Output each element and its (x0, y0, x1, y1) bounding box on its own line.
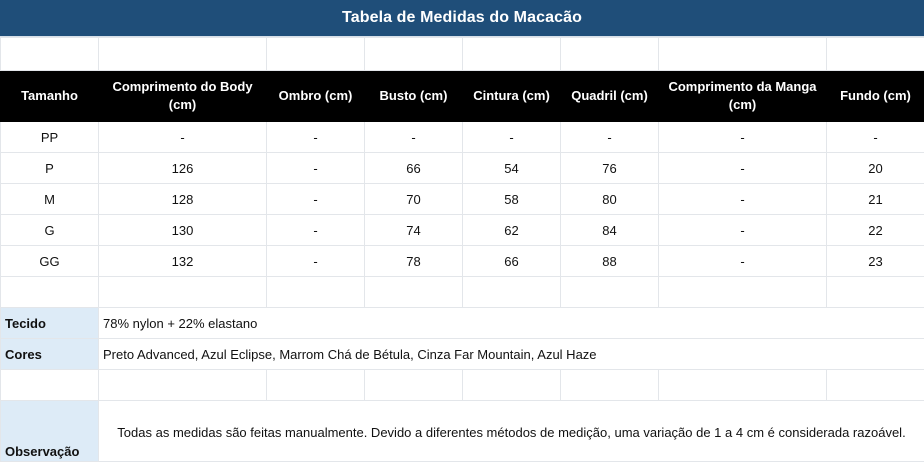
waist-cell: 58 (462, 183, 561, 215)
colors-row: Cores Preto Advanced, Azul Eclipse, Marr… (0, 338, 924, 370)
colors-value: Preto Advanced, Azul Eclipse, Marrom Chá… (98, 338, 924, 370)
waist-cell: 62 (462, 214, 561, 246)
colors-label: Cores (0, 338, 99, 370)
bottom-cell: 23 (826, 245, 924, 277)
header-shoulder: Ombro (cm) (266, 70, 365, 122)
hip-cell: - (560, 121, 659, 153)
size-cell: G (0, 214, 99, 246)
size-table: Tamanho Comprimento do Body (cm) Ombro (… (0, 37, 924, 462)
header-body-length: Comprimento do Body (cm) (98, 70, 267, 122)
sleeve-length-cell: - (658, 214, 827, 246)
header-sleeve-length: Comprimento da Manga (cm) (658, 70, 827, 122)
note-label: Observação (0, 400, 99, 462)
note-text: Todas as medidas são feitas manualmente.… (98, 400, 924, 462)
size-cell: P (0, 152, 99, 184)
table-row: GG 132 - 78 66 88 - 23 (0, 245, 924, 277)
sleeve-length-cell: - (658, 183, 827, 215)
shoulder-cell: - (266, 152, 365, 184)
note-row: Observação Todas as medidas são feitas m… (0, 400, 924, 462)
fabric-label: Tecido (0, 307, 99, 339)
fabric-value: 78% nylon + 22% elastano (98, 307, 924, 339)
header-bust: Busto (cm) (364, 70, 463, 122)
body-length-cell: 126 (98, 152, 267, 184)
table-row: G 130 - 74 62 84 - 22 (0, 214, 924, 246)
size-cell: PP (0, 121, 99, 153)
hip-cell: 84 (560, 214, 659, 246)
table-row: M 128 - 70 58 80 - 21 (0, 183, 924, 215)
shoulder-cell: - (266, 121, 365, 153)
bottom-cell: 20 (826, 152, 924, 184)
hip-cell: 88 (560, 245, 659, 277)
header-bottom: Fundo (cm) (826, 70, 924, 122)
hip-cell: 80 (560, 183, 659, 215)
body-length-cell: 132 (98, 245, 267, 277)
sleeve-length-cell: - (658, 152, 827, 184)
bottom-cell: 21 (826, 183, 924, 215)
fabric-row: Tecido 78% nylon + 22% elastano (0, 307, 924, 339)
hip-cell: 76 (560, 152, 659, 184)
header-row: Tamanho Comprimento do Body (cm) Ombro (… (0, 70, 924, 122)
size-cell: GG (0, 245, 99, 277)
header-size: Tamanho (0, 70, 99, 122)
sleeve-length-cell: - (658, 121, 827, 153)
header-waist: Cintura (cm) (462, 70, 561, 122)
bottom-cell: 22 (826, 214, 924, 246)
shoulder-cell: - (266, 245, 365, 277)
waist-cell: 66 (462, 245, 561, 277)
bottom-cell: - (826, 121, 924, 153)
sleeve-length-cell: - (658, 245, 827, 277)
bust-cell: - (364, 121, 463, 153)
spacer-row (0, 276, 924, 308)
body-length-cell: 130 (98, 214, 267, 246)
size-cell: M (0, 183, 99, 215)
spacer-row (0, 37, 924, 71)
header-hip: Quadril (cm) (560, 70, 659, 122)
bust-cell: 70 (364, 183, 463, 215)
table-row: PP - - - - - - - (0, 121, 924, 153)
body-length-cell: 128 (98, 183, 267, 215)
spacer-row (0, 369, 924, 401)
bust-cell: 74 (364, 214, 463, 246)
table-row: P 126 - 66 54 76 - 20 (0, 152, 924, 184)
waist-cell: 54 (462, 152, 561, 184)
body-length-cell: - (98, 121, 267, 153)
waist-cell: - (462, 121, 561, 153)
shoulder-cell: - (266, 183, 365, 215)
chart-title: Tabela de Medidas do Macacão (0, 0, 924, 37)
bust-cell: 66 (364, 152, 463, 184)
bust-cell: 78 (364, 245, 463, 277)
shoulder-cell: - (266, 214, 365, 246)
